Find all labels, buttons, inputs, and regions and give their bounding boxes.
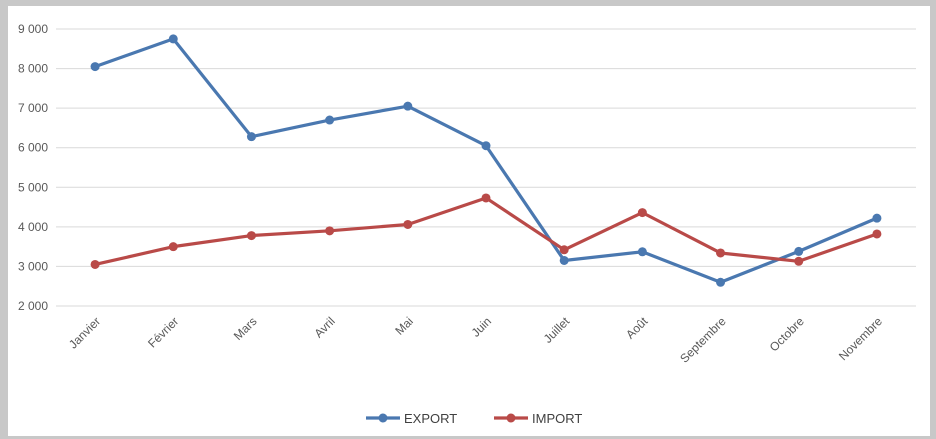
x-tick-label: Janvier: [66, 314, 103, 351]
data-point-import: [637, 208, 647, 218]
data-point-export: [168, 34, 178, 44]
series: [90, 34, 882, 287]
data-point-import: [872, 229, 882, 239]
data-point-export: [559, 255, 569, 265]
x-tick-label: Avril: [312, 314, 338, 340]
data-point-import: [559, 245, 569, 255]
x-axis: Janvier Février Mars Avril Mai Juin Juillet Aoû…: [66, 314, 885, 366]
line-chart: 2 000 3 000 4 000 5 000 6 000 7 000 8 000 9 000…: [18, 22, 916, 426]
data-point-export: [246, 132, 256, 142]
chart-frame: 2 000 3 000 4 000 5 000 6 000 7 000 8 000 9 000…: [8, 6, 930, 436]
legend-label: EXPORT: [404, 411, 457, 426]
y-tick-label: 5 000: [18, 180, 48, 194]
series-line-export: [93, 37, 879, 284]
x-tick-label: Octobre: [767, 314, 807, 354]
data-point-export: [403, 101, 413, 111]
y-tick-label: 3 000: [18, 259, 48, 273]
legend-swatch-marker: [506, 413, 516, 423]
x-tick-label: Septembre: [677, 314, 729, 366]
y-tick-label: 7 000: [18, 101, 48, 115]
data-point-import: [403, 219, 413, 229]
data-point-import: [794, 256, 804, 266]
y-axis: 2 000 3 000 4 000 5 000 6 000 7 000 8 000 9 000: [18, 22, 48, 313]
data-point-export: [716, 277, 726, 287]
x-tick-label: Juillet: [541, 314, 573, 346]
series-line-import: [93, 196, 879, 267]
data-point-import: [246, 231, 256, 241]
legend-label: IMPORT: [532, 411, 582, 426]
data-point-export: [325, 115, 335, 125]
x-tick-label: Mai: [392, 314, 416, 338]
y-tick-label: 2 000: [18, 299, 48, 313]
legend: EXPORT IMPORT: [366, 411, 582, 426]
data-point-import: [481, 193, 491, 203]
gridlines: [56, 28, 916, 307]
x-tick-label: Novembre: [836, 314, 885, 363]
data-point-import: [716, 248, 726, 258]
data-point-export: [872, 213, 882, 223]
data-point-export: [481, 141, 491, 151]
x-tick-label: Mars: [231, 314, 260, 343]
data-point-export: [637, 247, 647, 257]
legend-swatch-marker: [378, 413, 388, 423]
y-tick-label: 8 000: [18, 62, 48, 76]
x-tick-label: Juin: [469, 314, 494, 339]
data-point-import: [90, 259, 100, 269]
data-point-import: [325, 226, 335, 236]
y-tick-label: 9 000: [18, 22, 48, 36]
data-point-import: [168, 242, 178, 252]
x-tick-label: Août: [623, 314, 651, 342]
y-tick-label: 4 000: [18, 220, 48, 234]
data-point-export: [794, 246, 804, 256]
x-tick-label: Février: [145, 314, 181, 350]
data-point-export: [90, 62, 100, 72]
y-tick-label: 6 000: [18, 141, 48, 155]
